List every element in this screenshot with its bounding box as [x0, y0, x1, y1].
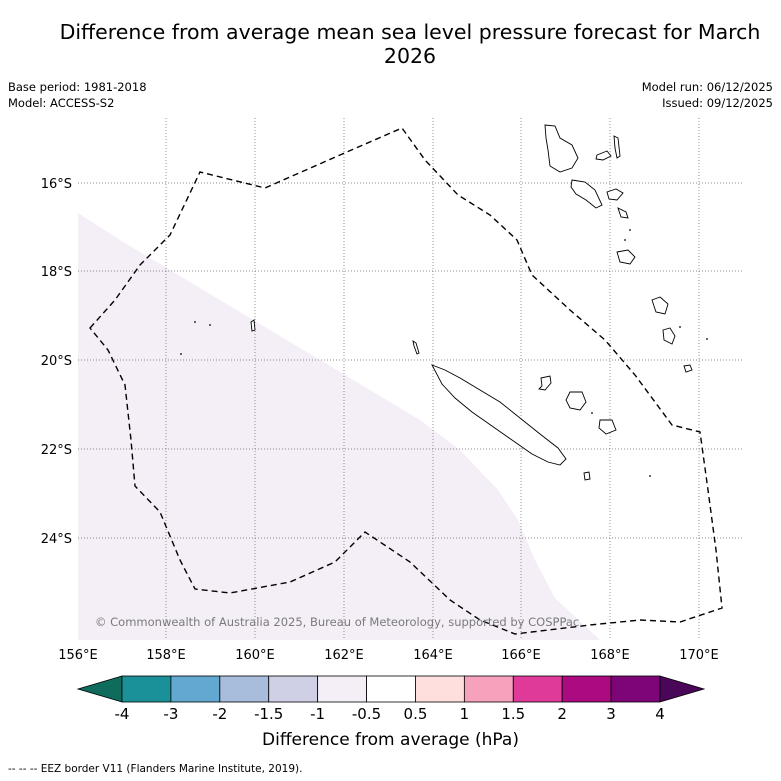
- lon-label: 166°E: [501, 648, 541, 663]
- island-ambae: [595, 150, 612, 161]
- model-name: Model: ACCESS-S2: [8, 96, 115, 110]
- colorbar-tick-label: 0.5: [403, 705, 428, 723]
- landmasses: [250, 124, 693, 481]
- lon-label: 156°E: [58, 648, 98, 663]
- colorbar-tick-label: -0.5: [351, 705, 382, 723]
- base-period: Base period: 1981-2018: [8, 80, 147, 94]
- colorbar-bin: [317, 675, 367, 703]
- colorbar: [76, 675, 706, 703]
- island-maewo: [613, 135, 621, 159]
- lat-label: 18°S: [41, 265, 72, 280]
- colorbar-extend-low: [76, 675, 123, 703]
- islet: [706, 338, 708, 340]
- island-chesterfield: [250, 319, 256, 332]
- island-efate: [616, 249, 636, 265]
- islet: [591, 412, 593, 414]
- island-epi: [617, 207, 629, 219]
- lon-label: 170°E: [679, 648, 719, 663]
- copyright-text: © Commonwealth of Australia 2025, Bureau…: [95, 615, 579, 629]
- lon-label: 158°E: [146, 648, 186, 663]
- colorbar-bin: [121, 675, 172, 703]
- island-tanna: [662, 327, 676, 345]
- island-isle-of-pines: [583, 471, 591, 481]
- eez-border: [89, 127, 723, 635]
- colorbar-extend-high: [659, 675, 706, 703]
- lat-label: 22°S: [41, 443, 72, 458]
- islet: [679, 326, 681, 328]
- islet: [209, 324, 211, 326]
- islet: [629, 229, 631, 231]
- colorbar-bin: [610, 675, 661, 703]
- islet: [624, 239, 626, 241]
- model-run: Model run: 06/12/2025: [641, 80, 773, 94]
- island-erromango: [651, 296, 669, 315]
- colorbar-bin: [463, 675, 514, 703]
- map-title: Difference from average mean sea level p…: [59, 20, 761, 68]
- meta-left: Base period: 1981-2018 Model: ACCESS-S2: [8, 79, 147, 111]
- small-islets: [180, 229, 708, 477]
- graticule: [78, 118, 743, 640]
- island-belep: [412, 340, 420, 355]
- island-lifou: [565, 391, 587, 411]
- colorbar-tick-label: -1.5: [254, 705, 284, 723]
- lon-label: 168°E: [590, 648, 630, 663]
- eez-legend-footer: -- -- -- EEZ border V11 (Flanders Marine…: [8, 763, 303, 775]
- meta-right: Model run: 06/12/2025 Issued: 09/12/2025: [642, 79, 773, 111]
- colorbar-bin: [268, 675, 319, 703]
- colorbar-bin: [415, 675, 465, 703]
- colorbar-bin: [512, 675, 563, 703]
- colorbar-tick-label: -1: [310, 705, 326, 723]
- lat-label: 16°S: [41, 177, 72, 192]
- colorbar-tick-label: 4: [655, 705, 665, 723]
- islet: [180, 353, 182, 355]
- issued-date: Issued: 09/12/2025: [662, 96, 773, 110]
- lat-label: 20°S: [41, 354, 72, 369]
- colorbar-tick-label: -4: [114, 705, 130, 723]
- colorbar-tick-label: 1.5: [501, 705, 526, 723]
- island-ouvea: [538, 375, 552, 391]
- lon-label: 162°E: [324, 648, 364, 663]
- island-aneityum: [683, 364, 693, 373]
- island-mare: [598, 419, 617, 435]
- colorbar-tick-label: 1: [459, 705, 470, 723]
- colorbar-tick-label: -2: [212, 705, 228, 723]
- colorbar-bin: [219, 675, 270, 703]
- island-ambrym: [606, 188, 624, 201]
- lon-label: 160°E: [235, 648, 275, 663]
- island-grande-terre: [431, 364, 567, 466]
- colorbar-tick-label: -3: [163, 705, 179, 723]
- colorbar-bin: [170, 675, 221, 703]
- islet: [194, 321, 196, 323]
- anomaly-shading: [78, 213, 600, 640]
- lon-label: 164°E: [413, 648, 453, 663]
- colorbar-bin: [561, 675, 612, 703]
- lat-label: 24°S: [41, 532, 72, 547]
- colorbar-tick-label: 3: [606, 705, 616, 723]
- colorbar-tick-label: 2: [557, 705, 567, 723]
- colorbar-bin: [366, 675, 416, 703]
- island-malakula: [570, 179, 603, 209]
- island-espiritu-santo: [544, 124, 579, 173]
- islet: [649, 475, 651, 477]
- colorbar-title: Difference from average (hPa): [262, 730, 519, 750]
